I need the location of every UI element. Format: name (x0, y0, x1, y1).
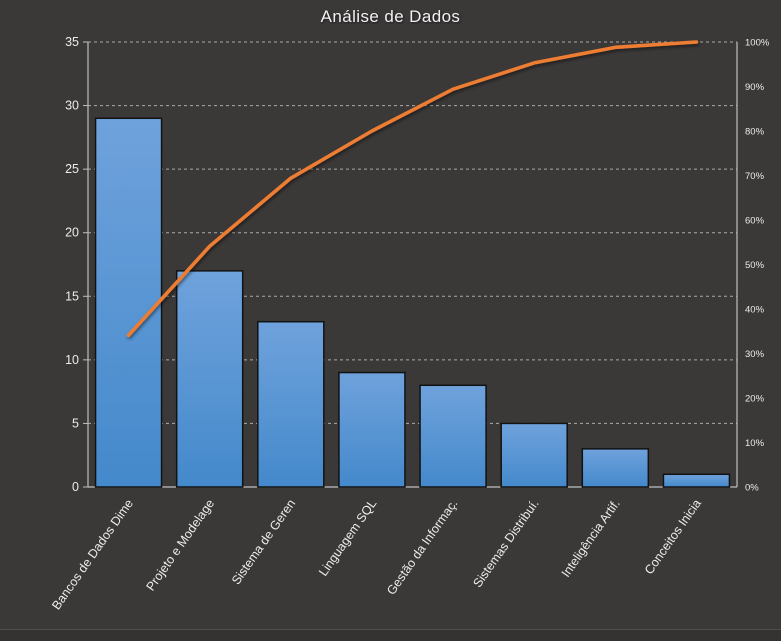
left-axis-label: 30 (65, 99, 79, 113)
category-label-3: Sistema de Geren (229, 497, 298, 588)
category-label-4: Linguagem SQL (316, 497, 379, 579)
category-label-6: Sistemas Distribuí. (470, 497, 541, 590)
left-axis-label: 15 (65, 289, 79, 303)
bar-2 (175, 270, 244, 488)
right-axis-label: 100% (745, 38, 770, 49)
left-axis-label: 20 (65, 226, 79, 240)
left-axis-label: 10 (65, 353, 79, 367)
category-label-2: Projeto e Modelage (143, 497, 217, 594)
category-label-8: Conceitos Inicia (642, 497, 704, 577)
left-axis-label: 0 (72, 480, 79, 494)
right-axis-label: 60% (745, 216, 765, 227)
left-axis-label: 5 (72, 416, 79, 430)
chart-title: Análise de Dados (320, 7, 461, 26)
right-axis-label: 80% (745, 127, 765, 138)
left-axis-label: 35 (65, 35, 79, 49)
right-axis-label: 50% (745, 260, 765, 271)
right-axis-label: 20% (745, 394, 765, 405)
bar-1 (94, 117, 163, 488)
right-axis-label: 90% (745, 82, 765, 93)
category-label-1: Bancos de Dados Dime (49, 497, 136, 613)
category-label-7: Inteligência Artif. (559, 497, 623, 580)
right-axis-label: 30% (745, 349, 765, 360)
right-axis-label: 70% (745, 171, 765, 182)
left-axis-label: 25 (65, 162, 79, 176)
window-bottom-edge (0, 629, 781, 641)
right-axis-label: 10% (745, 438, 765, 449)
category-label-5: Gestão da Informaç. (384, 497, 460, 598)
bar-5 (419, 384, 487, 488)
bar-4 (338, 371, 406, 488)
bar-8 (662, 473, 731, 488)
cumulative-line (126, 40, 699, 338)
bar-7 (581, 448, 650, 488)
right-axis-label: 0% (745, 483, 759, 494)
right-axis-label: 40% (745, 305, 765, 316)
bar-6 (500, 422, 568, 488)
bar-3 (257, 320, 325, 488)
